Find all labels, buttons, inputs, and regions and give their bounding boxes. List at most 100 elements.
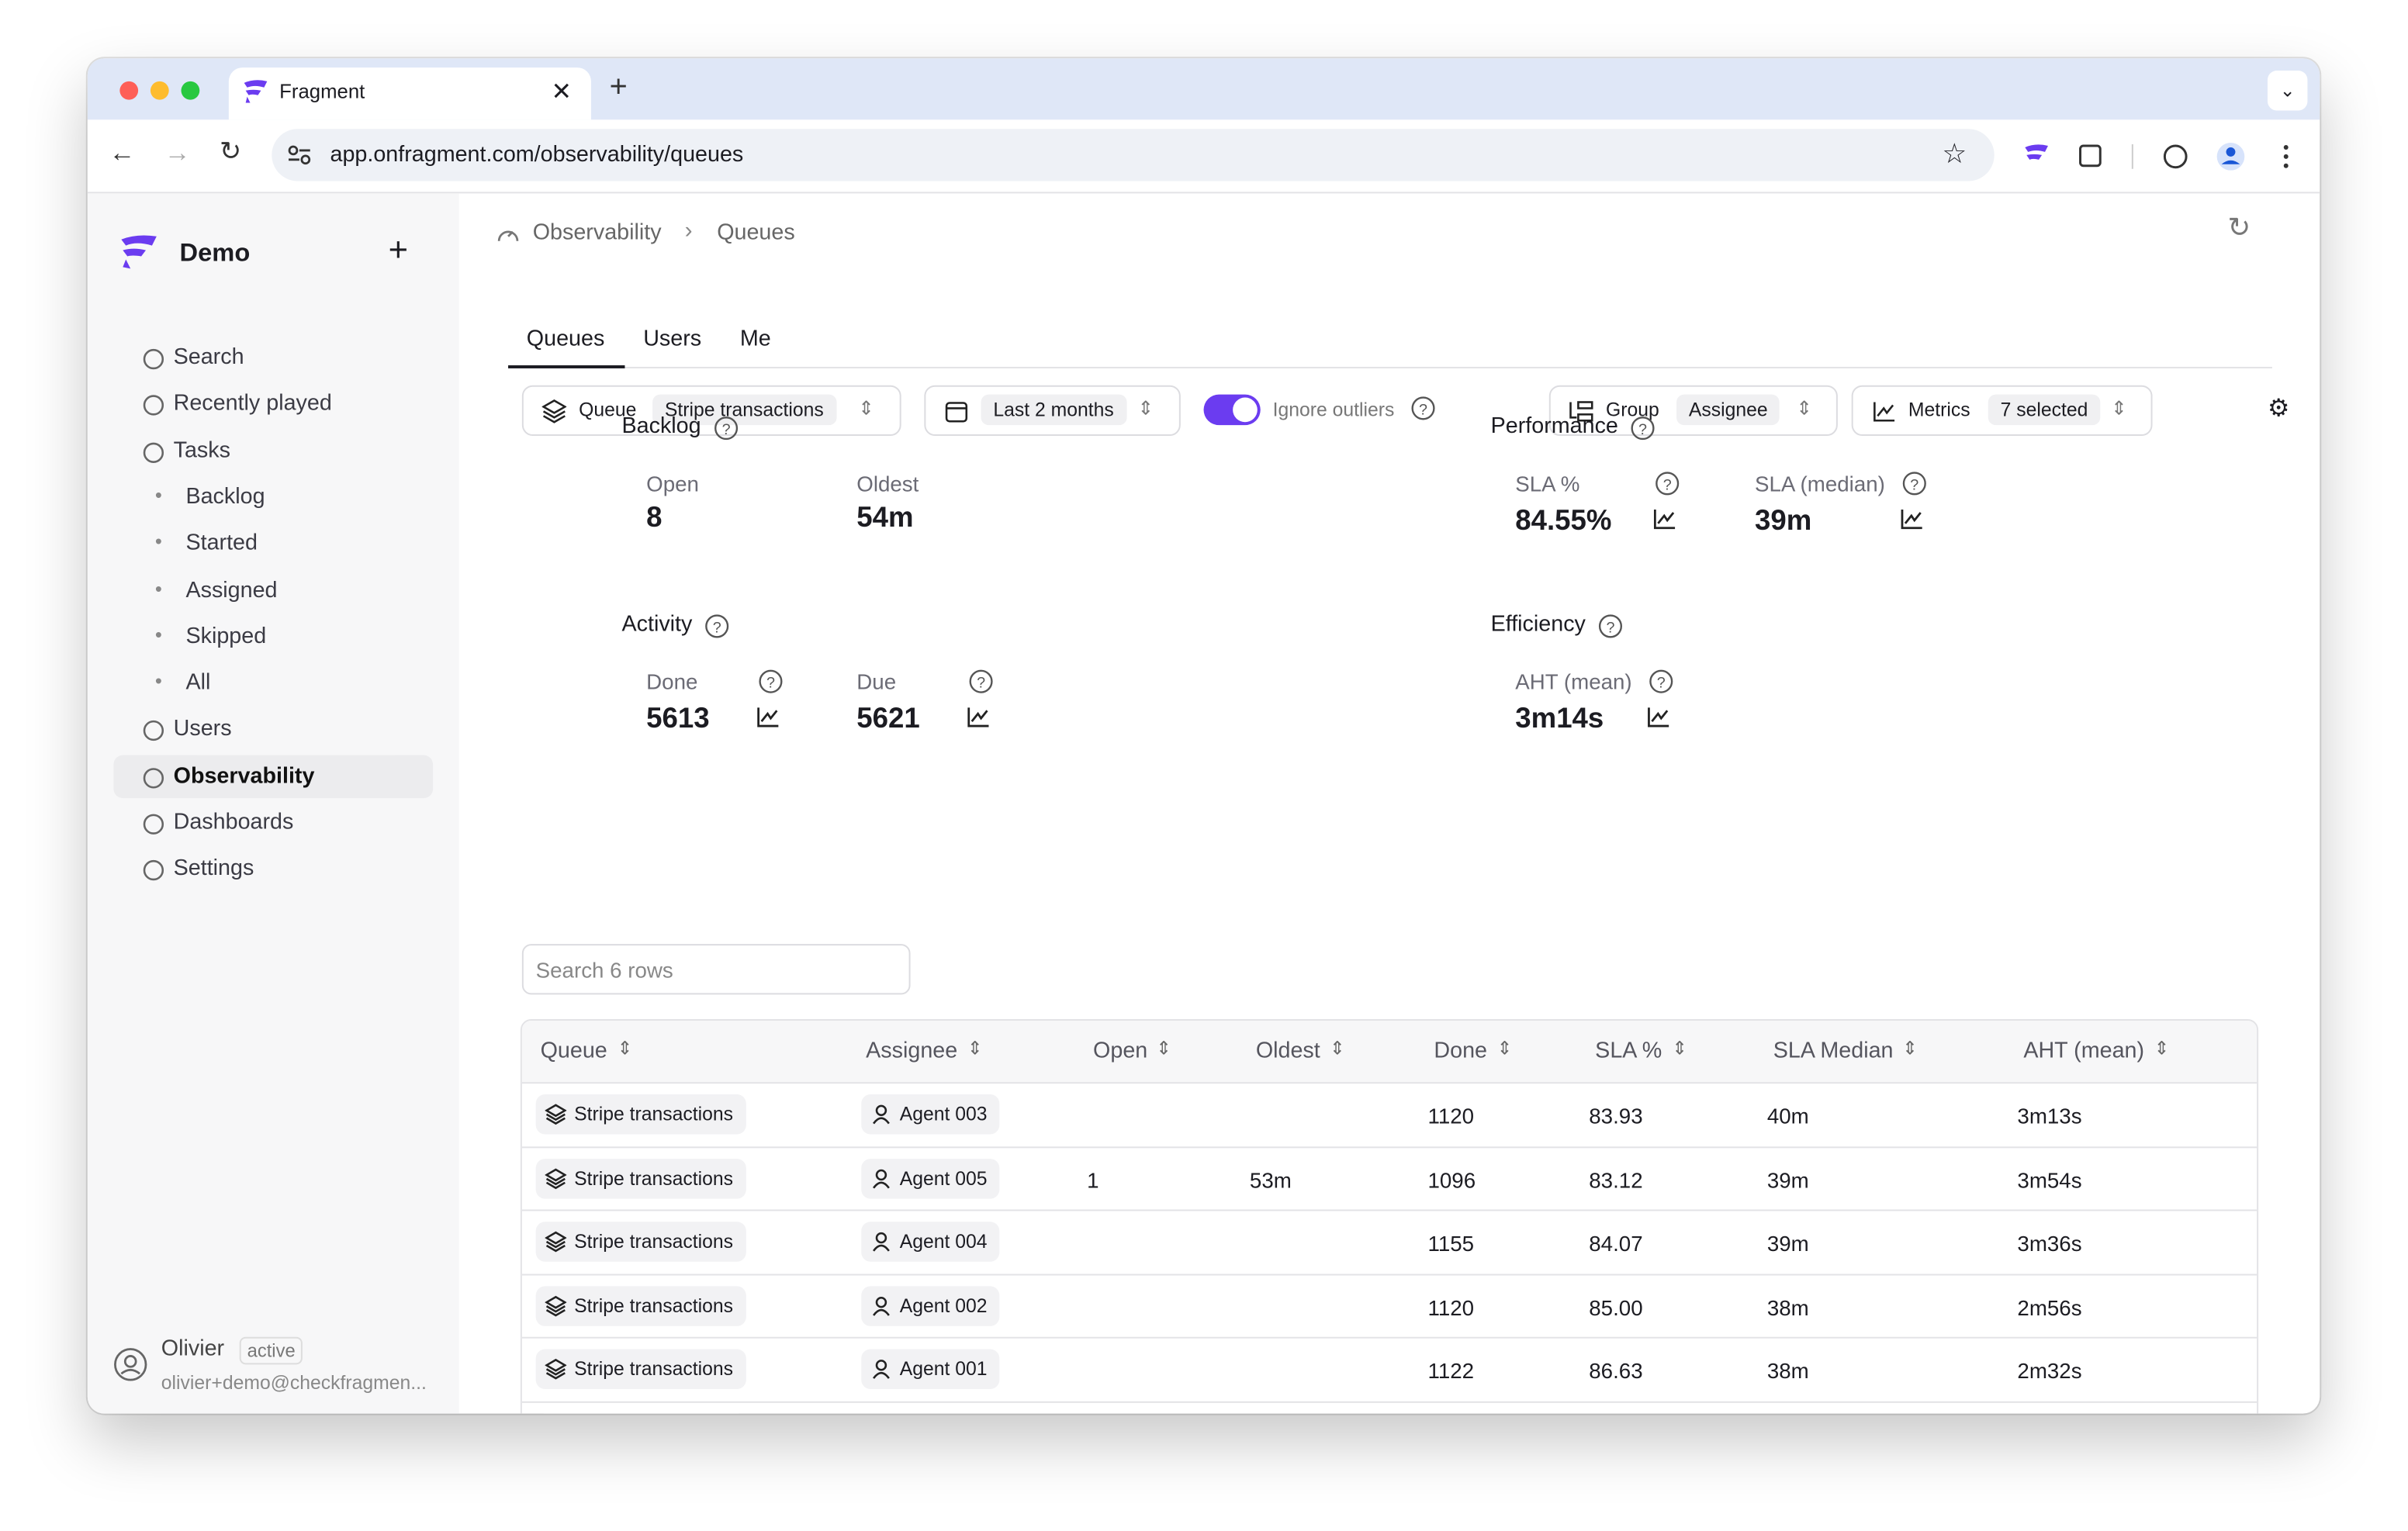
- trend-button-svg: [757, 707, 779, 727]
- table-row: [522, 1083, 2257, 1146]
- browser-tab[interactable]: Fragment ✕: [228, 67, 591, 120]
- url-text: app.onfragment.com/observability/queues: [330, 143, 744, 168]
- metrics-filter[interactable]: Metrics 7 selected ⇕: [1851, 385, 2153, 437]
- help-icon: ?: [969, 669, 994, 702]
- bookmark-star[interactable]: ☆: [1942, 138, 1967, 169]
- add-button[interactable]: +: [388, 230, 409, 269]
- breadcrumb-item[interactable]: Observability: [532, 220, 662, 246]
- metric-label: Done: [646, 669, 698, 694]
- row-divider: [521, 1400, 2258, 1402]
- refresh-button[interactable]: ↻: [2227, 212, 2251, 243]
- column-header[interactable]: SLA %: [1595, 1039, 1662, 1064]
- nav-item[interactable]: Dashboards: [173, 810, 294, 835]
- metric-label: Due: [856, 669, 897, 694]
- svg-text:?: ?: [722, 421, 731, 438]
- section-title: Backlog: [621, 414, 701, 439]
- nav-item[interactable]: All: [185, 671, 211, 696]
- nav-item[interactable]: Observability: [173, 763, 315, 789]
- column-header[interactable]: Open: [1093, 1039, 1148, 1064]
- nav-item[interactable]: Search: [173, 345, 244, 370]
- nav-icon-svg: [143, 441, 164, 463]
- cell: 1122: [1427, 1358, 1475, 1384]
- badge-icon: [545, 1104, 567, 1125]
- row-divider: [521, 1336, 2258, 1339]
- help-icon[interactable]: ?: [1411, 396, 1436, 421]
- tab-close[interactable]: ✕: [551, 79, 572, 106]
- table-search[interactable]: Search 6 rows: [521, 944, 911, 995]
- workspace-name[interactable]: Demo: [179, 239, 251, 268]
- svg-text:?: ?: [1663, 476, 1672, 493]
- chevron: ⇕: [858, 397, 875, 420]
- new-tab[interactable]: +: [609, 71, 628, 105]
- cell: 2m32s: [2017, 1358, 2082, 1384]
- tabs-divider: [508, 366, 2272, 368]
- nav-item[interactable]: Recently played: [173, 392, 332, 416]
- section-title: Performance: [1490, 414, 1618, 439]
- nav-item[interactable]: Backlog: [185, 485, 265, 510]
- cell: 39m: [1766, 1231, 1809, 1256]
- trend-button-svg: [967, 707, 989, 727]
- help-icon: ?: [714, 416, 739, 448]
- filter-value: Last 2 months: [981, 394, 1126, 426]
- column-header[interactable]: SLA Median: [1773, 1039, 1894, 1064]
- outliers-toggle[interactable]: [1203, 394, 1261, 426]
- help-icon-svg: ?: [1631, 416, 1655, 441]
- trend-button-svg: [1648, 707, 1669, 727]
- browser-window: Fragment ✕ + ⌄ ← → ↻ app.onfragment.com/…: [87, 58, 2320, 1414]
- sort-icon: ⇕: [1901, 1037, 1918, 1059]
- nav-item[interactable]: Started: [185, 531, 258, 556]
- nav-icon-svg: [143, 767, 164, 788]
- filter-value: Stripe transactions: [652, 394, 836, 426]
- nav-bullet: •: [154, 669, 162, 693]
- logo: [121, 235, 157, 269]
- tab[interactable]: Me: [739, 327, 771, 352]
- help-icon-svg: ?: [714, 416, 739, 441]
- column-header[interactable]: Assignee: [866, 1039, 958, 1064]
- filter-label: Queue: [579, 399, 637, 421]
- nav-item[interactable]: Settings: [173, 856, 254, 882]
- cell: 2m56s: [2017, 1294, 2082, 1319]
- tab[interactable]: Users: [643, 327, 702, 352]
- badge-icon: [873, 1360, 890, 1379]
- column-header[interactable]: AHT (mean): [2023, 1039, 2145, 1064]
- help-icon: ?: [759, 669, 784, 702]
- group-filter[interactable]: Group Assignee ⇕: [1548, 385, 1838, 437]
- user-status: active: [239, 1336, 303, 1365]
- user-name: Olivier: [161, 1336, 225, 1362]
- forward-button[interactable]: →: [164, 138, 191, 168]
- nav-icon-svg: [143, 860, 164, 881]
- date-filter[interactable]: Last 2 months ⇕: [924, 385, 1181, 437]
- nav-icon: [141, 393, 166, 426]
- nav-item[interactable]: Assigned: [185, 578, 278, 603]
- nav-item[interactable]: Users: [173, 717, 232, 742]
- help-icon-svg: ?: [705, 614, 729, 638]
- cell: 39m: [1766, 1167, 1809, 1192]
- tab-menu[interactable]: ⌄: [2267, 71, 2308, 111]
- layers-icon: [541, 399, 567, 423]
- column-header[interactable]: Queue: [540, 1039, 607, 1064]
- svg-text:?: ?: [1910, 476, 1918, 493]
- nav-icon: [141, 812, 166, 845]
- nav-item[interactable]: Tasks: [173, 438, 231, 463]
- badge-text: Agent 001: [899, 1358, 988, 1381]
- nav-item[interactable]: Skipped: [185, 624, 267, 649]
- metric-value: 5621: [856, 701, 920, 734]
- back-button[interactable]: ←: [109, 138, 136, 168]
- trend-button: [1645, 704, 1670, 737]
- toggle-knob: [1233, 397, 1258, 423]
- cell: 85.00: [1589, 1294, 1643, 1319]
- settings-button[interactable]: ⚙: [2267, 396, 2290, 423]
- help-icon: ?: [704, 614, 729, 647]
- assignee-badge: Agent 005: [861, 1158, 1000, 1198]
- nav-active-bg: [113, 755, 434, 798]
- queue-filter[interactable]: Queue Stripe transactions ⇕: [521, 385, 901, 437]
- url-bar[interactable]: app.onfragment.com/observability/queues …: [272, 129, 1995, 181]
- column-header[interactable]: Oldest: [1255, 1039, 1320, 1064]
- traffic-lights: [119, 81, 200, 100]
- reload-button[interactable]: ↻: [219, 137, 242, 166]
- tab[interactable]: Queues: [526, 327, 605, 352]
- column-header[interactable]: Done: [1434, 1039, 1488, 1064]
- sort-icon: ⇕: [2154, 1037, 2170, 1059]
- cell: 1155: [1427, 1231, 1475, 1256]
